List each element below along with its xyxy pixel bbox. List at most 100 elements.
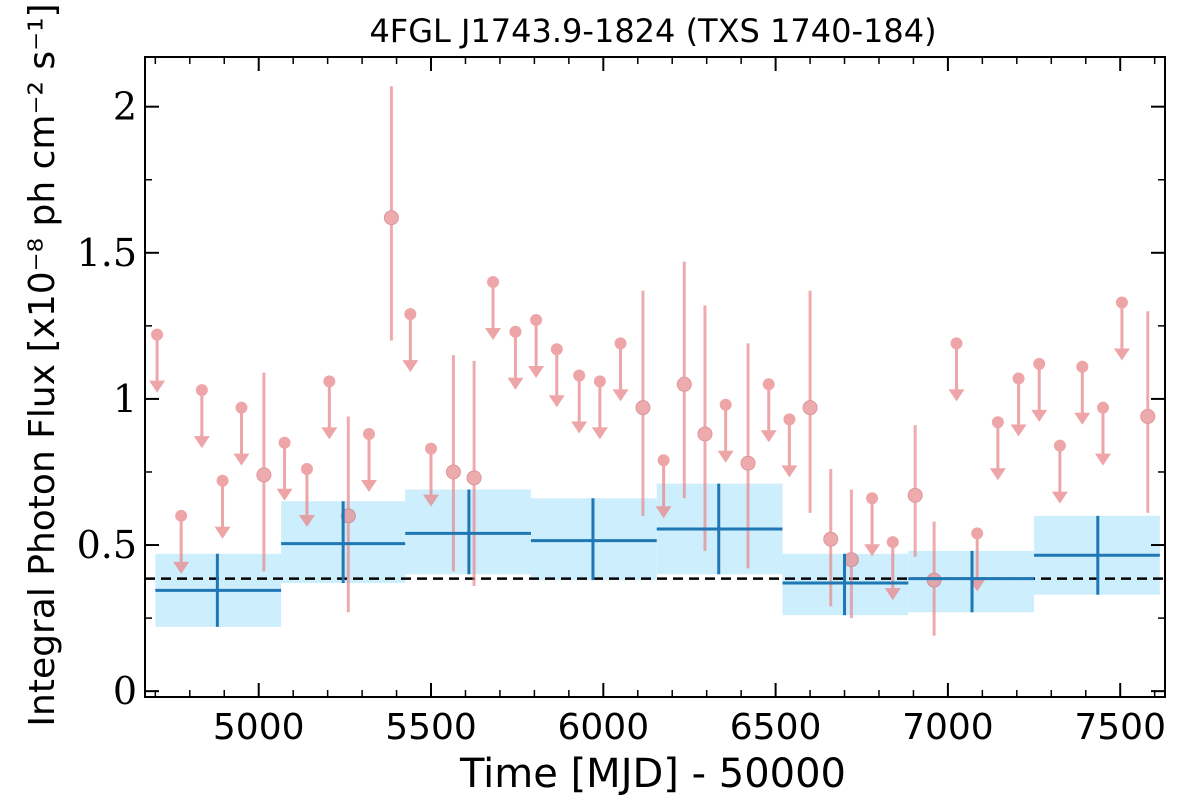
detection-point (256, 372, 272, 572)
upper-limit-arrowhead (528, 366, 545, 379)
upper-limit-arrowhead (655, 506, 672, 519)
axes-frame: 5000 5500 6000 6500 7000 7500 0 0.5 1 1.5 2 (77, 56, 1166, 748)
upper-limit-arrowhead (149, 380, 166, 393)
upper-limit-marker (950, 337, 963, 350)
upper-limit-marker (1096, 401, 1109, 414)
long-bin-marker (405, 489, 531, 575)
detection-marker (445, 464, 461, 480)
detection-point (697, 305, 713, 551)
detection-point (340, 416, 356, 613)
upper-limit-marker (175, 509, 188, 522)
upper-limit-point (655, 454, 672, 519)
upper-limit-arrowhead (485, 328, 502, 341)
upper-limit-marker (1115, 296, 1128, 309)
upper-limit-point (781, 413, 798, 478)
upper-limit-marker (886, 536, 899, 549)
upper-limit-marker (195, 384, 208, 397)
upper-limit-marker (509, 325, 522, 338)
x-tick-label: 6000 (557, 707, 649, 748)
upper-limit-point (193, 384, 210, 449)
detection-point (740, 343, 756, 569)
upper-limit-arrowhead (591, 427, 608, 440)
upper-limit-point (402, 308, 419, 373)
y-tick-label: 1 (113, 377, 137, 421)
upper-limit-arrowhead (1094, 453, 1111, 466)
upper-limit-marker (991, 416, 1004, 429)
detection-marker (843, 552, 859, 568)
long-bin-marker (530, 498, 657, 581)
upper-limit-point (321, 375, 338, 440)
upper-limit-arrowhead (507, 377, 524, 390)
upper-limit-point (948, 337, 965, 402)
upper-limit-arrowhead (298, 515, 315, 528)
detection-marker (383, 210, 399, 226)
long-bin-marker (281, 501, 406, 584)
detection-point (676, 261, 692, 499)
detection-point (843, 489, 859, 619)
upper-limit-arrowhead (173, 561, 190, 574)
y-tick-label: 0.5 (77, 523, 137, 567)
detection-marker (802, 400, 818, 416)
upper-limit-arrowhead (612, 389, 629, 402)
detection-point (445, 355, 461, 572)
upper-limit-marker (487, 276, 500, 289)
upper-limit-marker (719, 398, 732, 411)
y-tick-label: 2 (113, 85, 137, 129)
detection-marker (907, 487, 923, 503)
upper-limit-arrowhead (214, 526, 231, 539)
upper-limit-point (548, 343, 565, 408)
upper-limit-point (173, 509, 190, 574)
upper-limit-arrowhead (1051, 491, 1068, 504)
upper-limit-arrowhead (321, 427, 338, 440)
upper-limit-arrowhead (1010, 424, 1027, 437)
upper-limit-point (423, 442, 440, 507)
upper-limit-marker (530, 314, 543, 327)
x-tick-label: 6500 (730, 707, 822, 748)
upper-limit-marker (1012, 372, 1025, 385)
detection-marker (697, 426, 713, 442)
upper-limit-marker (1076, 360, 1089, 373)
upper-limit-arrowhead (884, 588, 901, 601)
upper-limit-marker (866, 492, 879, 505)
upper-limit-marker (657, 454, 670, 467)
x-tick-label: 7000 (902, 707, 994, 748)
long-bin-marker (1034, 515, 1160, 595)
detection-point (635, 290, 651, 516)
upper-limit-marker (151, 328, 164, 341)
upper-limit-marker (278, 436, 291, 449)
upper-limit-marker (593, 375, 606, 388)
detection-marker (823, 531, 839, 547)
upper-limit-marker (216, 474, 229, 487)
upper-limit-marker (1053, 439, 1066, 452)
upper-limit-arrowhead (423, 494, 440, 507)
upper-limit-point (989, 416, 1006, 481)
upper-limit-arrowhead (948, 389, 965, 402)
upper-limit-marker (362, 427, 375, 440)
upper-limit-arrowhead (1113, 348, 1130, 361)
upper-limit-point (360, 427, 377, 492)
upper-limit-point (214, 474, 231, 539)
upper-limit-point (760, 378, 777, 443)
upper-limit-arrowhead (193, 436, 210, 449)
upper-limit-point (591, 375, 608, 440)
x-tick-label: 5000 (213, 707, 305, 748)
upper-limit-marker (1033, 357, 1046, 370)
x-tick-label: 7500 (1074, 707, 1166, 748)
upper-limit-marker (323, 375, 336, 388)
x-tick-label: 5500 (385, 707, 477, 748)
y-axis-label: Integral Photon Flux [x10⁻⁸ ph cm⁻² s⁻¹] (22, 3, 63, 726)
upper-limit-point (864, 492, 881, 557)
long-bin-marker (782, 553, 909, 616)
upper-limit-arrowhead (1074, 412, 1091, 425)
upper-limit-marker (404, 308, 417, 321)
upper-limit-marker (783, 413, 796, 426)
upper-limit-point (298, 463, 315, 528)
upper-limit-marker (300, 463, 313, 476)
detection-point (1140, 311, 1156, 513)
upper-limit-marker (425, 442, 438, 455)
long-bin-marker (656, 483, 783, 575)
upper-limit-marker (235, 401, 248, 414)
upper-limit-point (1094, 401, 1111, 466)
long-bin-marker (155, 553, 282, 627)
